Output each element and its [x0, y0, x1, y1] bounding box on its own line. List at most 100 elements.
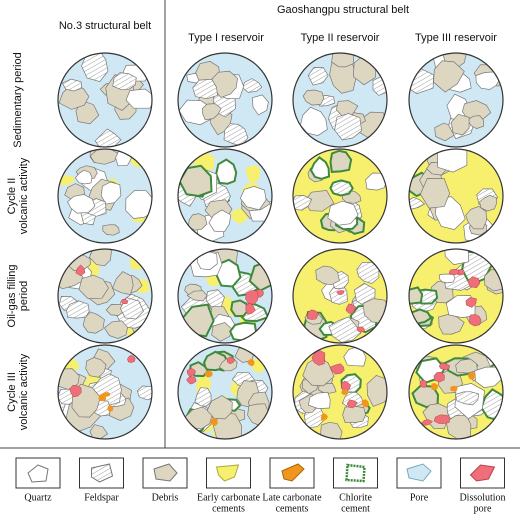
grain	[82, 311, 105, 334]
grain	[223, 123, 249, 147]
section-outline	[408, 248, 504, 344]
thin-section	[293, 249, 387, 343]
section-outline	[292, 248, 388, 344]
grain	[206, 395, 233, 420]
section-outline	[177, 148, 273, 244]
grain	[455, 358, 478, 374]
legend-chlorite	[345, 463, 366, 483]
late-carbonate	[210, 417, 218, 426]
column-header: Type II reservoir	[301, 32, 380, 44]
grain	[251, 94, 269, 116]
row-label-line: volcanic activity	[18, 353, 30, 430]
grain	[85, 357, 107, 378]
grain	[356, 261, 380, 284]
grain	[194, 387, 212, 407]
section-outline	[57, 148, 153, 244]
dissolution-pore	[433, 414, 451, 424]
grain	[438, 314, 465, 335]
grain	[342, 405, 366, 423]
legend-symbol	[91, 463, 114, 483]
legend-label: Chlorite	[339, 492, 372, 503]
legend-pore	[406, 463, 432, 482]
section-outline	[408, 344, 504, 440]
grain	[420, 178, 451, 209]
dissolution-pore	[245, 302, 256, 315]
late-carbonate	[450, 385, 458, 392]
grain	[67, 194, 96, 214]
legend-symbol	[406, 463, 432, 482]
grain	[437, 149, 468, 173]
dissolution-pore	[69, 384, 82, 398]
section-outline	[57, 248, 153, 344]
thin-section	[293, 345, 387, 439]
grain	[192, 78, 218, 100]
legend-symbol	[469, 464, 496, 482]
grain	[229, 321, 258, 342]
row-label-line: Cycle III	[6, 372, 18, 412]
legend-symbol	[345, 463, 366, 483]
grain	[66, 300, 90, 319]
section-outline	[57, 52, 153, 148]
grain	[309, 156, 331, 180]
grain	[409, 286, 424, 305]
thin-section	[409, 249, 503, 343]
dissolution-pore	[186, 368, 196, 377]
grain	[409, 197, 426, 210]
grain	[366, 374, 387, 407]
legend-label: pore	[474, 503, 492, 514]
column-header: Type III reservoir	[415, 32, 497, 44]
late-carbonate	[204, 370, 213, 378]
dissolution-pore	[329, 363, 345, 375]
thin-section	[178, 149, 272, 243]
thin-section	[409, 53, 503, 147]
grain	[208, 209, 232, 233]
dissolution-pore	[448, 268, 460, 276]
legend-item: Quartz	[15, 457, 61, 503]
legend-early-carbonate	[215, 464, 240, 482]
legend-item: Debris	[142, 457, 188, 503]
legend-symbol	[281, 463, 305, 482]
dissolution-pore	[127, 354, 136, 363]
grain	[137, 385, 152, 401]
grain	[74, 169, 93, 185]
grain	[329, 149, 353, 173]
grain	[242, 78, 263, 93]
legend-label: Dissolution	[459, 492, 505, 503]
legend-symbol	[215, 464, 240, 482]
thin-section	[58, 249, 152, 343]
dissolution-pore	[421, 419, 433, 426]
row-label: Oil-gas filling period	[6, 265, 30, 328]
section-outline	[292, 344, 388, 440]
late-carbonate	[247, 359, 255, 367]
legend-box	[396, 457, 442, 489]
row-label: Cycle II volcanic activity	[6, 157, 30, 234]
grain	[239, 186, 267, 211]
early-carbonate	[245, 165, 261, 183]
dissolution-pore	[438, 362, 451, 370]
dissolution-pore	[226, 356, 236, 365]
thin-section	[293, 149, 387, 243]
legend-label: Pore	[410, 492, 429, 503]
column-header: No.3 structural belt	[59, 20, 151, 32]
grain	[479, 194, 497, 212]
grain	[211, 322, 233, 342]
thin-section	[178, 345, 272, 439]
section-outline	[177, 52, 273, 148]
grain	[307, 67, 329, 86]
grain	[102, 224, 120, 236]
section-outline	[292, 148, 388, 244]
late-carbonate	[341, 389, 349, 395]
dissolution-pore	[419, 379, 428, 388]
row-label-line: Cycle II	[6, 178, 18, 215]
late-carbonate	[320, 413, 328, 421]
section-outline	[177, 344, 273, 440]
grain	[94, 128, 122, 147]
dissolution-pore	[120, 299, 129, 304]
legend-label: Late carbonate	[262, 492, 322, 503]
late-carbonate	[103, 392, 111, 397]
legend-label: Quartz	[24, 492, 52, 503]
grain	[372, 76, 387, 96]
